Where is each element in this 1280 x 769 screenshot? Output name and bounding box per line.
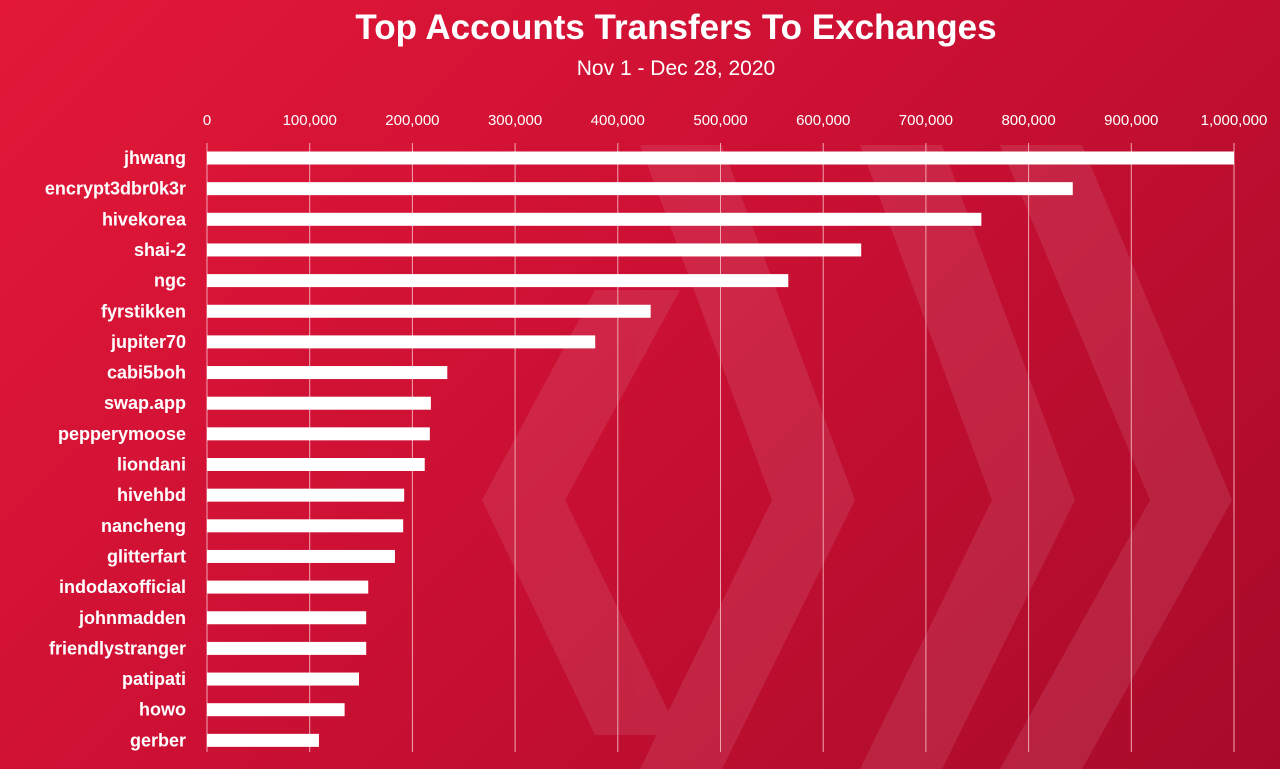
category-label: howo (139, 700, 186, 720)
category-label: jupiter70 (110, 332, 186, 352)
x-tick-label: 900,000 (1104, 112, 1158, 129)
x-tick-label: 600,000 (796, 112, 850, 129)
bar (207, 580, 369, 594)
category-label: friendlystranger (49, 638, 186, 658)
chart-subtitle: Nov 1 - Dec 28, 2020 (576, 57, 776, 80)
x-tick-label: 700,000 (899, 112, 953, 129)
hive-logo-watermark (482, 145, 1232, 769)
category-label: gerber (130, 730, 186, 750)
category-label: shai-2 (134, 240, 186, 260)
bar (207, 549, 395, 563)
x-tick-label: 300,000 (488, 112, 542, 129)
bar (207, 396, 431, 410)
bar (207, 151, 1234, 165)
category-label: hivekorea (102, 209, 187, 229)
bar (207, 641, 367, 655)
bar (207, 243, 862, 257)
bar (207, 672, 359, 686)
category-label: nancheng (101, 516, 186, 536)
chart-title: Top Accounts Transfers To Exchanges (355, 8, 997, 47)
bar (207, 488, 405, 502)
category-label: swap.app (104, 393, 186, 413)
bar (207, 458, 425, 471)
x-tick-label: 500,000 (693, 112, 747, 129)
category-label: hivehbd (117, 485, 186, 505)
category-label: ngc (154, 271, 186, 291)
bar (207, 427, 430, 441)
bar (207, 304, 651, 318)
bar (207, 519, 404, 533)
category-label: jhwang (123, 148, 186, 168)
bar (207, 733, 319, 747)
x-tick-label: 1,000,000 (1201, 112, 1268, 129)
x-tick-label: 200,000 (385, 112, 439, 129)
category-label: indodaxofficial (59, 577, 186, 597)
category-label: encrypt3dbr0k3r (45, 179, 186, 199)
category-label: pepperymoose (58, 424, 186, 444)
x-tick-label: 400,000 (591, 112, 645, 129)
bar (207, 182, 1073, 196)
bar (207, 366, 448, 380)
bar (207, 212, 982, 226)
x-tick-label: 800,000 (1001, 112, 1055, 129)
category-label: fyrstikken (101, 301, 186, 321)
category-label: glitterfart (107, 546, 186, 566)
category-label: johnmadden (78, 608, 186, 628)
bar (207, 703, 345, 717)
bar (207, 611, 367, 625)
category-label: patipati (122, 669, 186, 689)
x-tick-label: 100,000 (283, 112, 337, 129)
category-label: liondani (117, 455, 186, 475)
bar (207, 274, 789, 288)
bar (207, 335, 596, 349)
category-label: cabi5boh (107, 363, 186, 383)
x-tick-label: 0 (203, 112, 211, 129)
